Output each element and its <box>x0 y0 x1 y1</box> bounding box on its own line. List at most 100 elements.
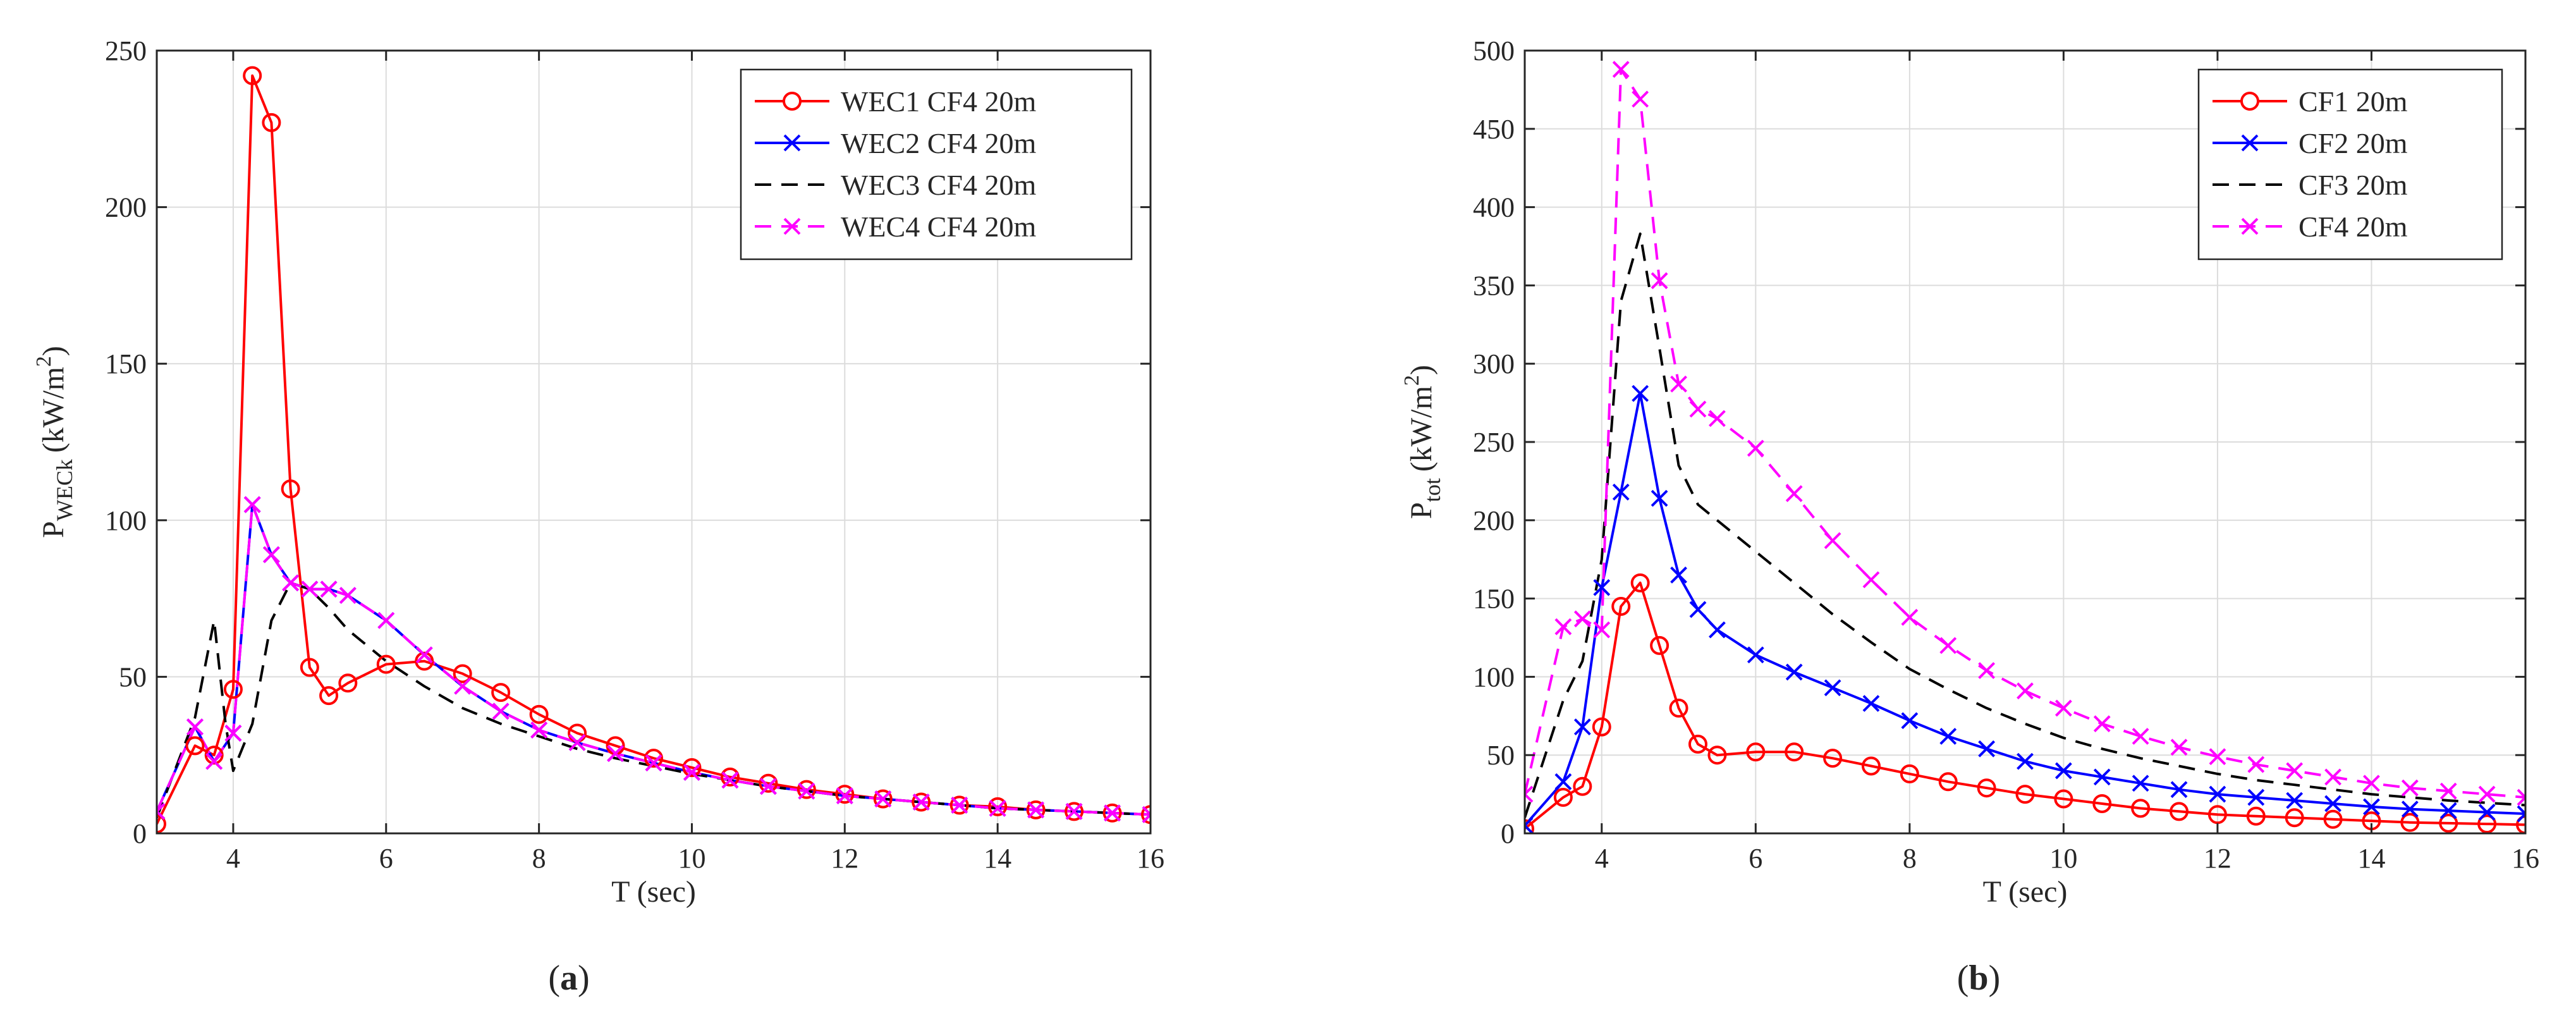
data-point <box>1669 698 1688 718</box>
x-tick-label: 6 <box>379 843 393 874</box>
legend-label: WEC3 CF4 20m <box>841 169 1036 201</box>
data-point <box>1861 756 1881 776</box>
panel-label-close: ) <box>1989 959 2001 998</box>
x-tick-label: 4 <box>1595 843 1609 874</box>
panel-label-open: ( <box>1957 959 1969 998</box>
legend-label: CF4 20m <box>2298 211 2408 243</box>
data-point <box>1707 745 1727 765</box>
series-line-3 <box>1525 232 2525 818</box>
y-axis-label-subscript: WECk <box>52 459 77 521</box>
data-point <box>2246 806 2266 826</box>
data-point <box>988 797 1008 816</box>
data-point <box>2286 762 2304 780</box>
data-point <box>205 752 223 770</box>
x-tick-label: 8 <box>532 843 546 874</box>
data-point <box>2477 814 2497 833</box>
legend-marker <box>783 134 801 152</box>
y-axis-label-unit: (kW/m <box>1405 386 1438 472</box>
y-axis-label-superscript: 2 <box>32 356 56 367</box>
x-axis-label: T (sec) <box>611 875 696 909</box>
data-point <box>300 658 319 677</box>
y-tick-label: 400 <box>1473 192 1515 223</box>
data-point <box>1630 573 1650 592</box>
legend-entry-1: CF1 20m <box>2213 85 2408 118</box>
data-point <box>1104 804 1121 822</box>
data-point <box>415 646 433 664</box>
data-point <box>529 704 549 724</box>
data-point <box>530 721 548 739</box>
panel-label-open: ( <box>548 959 560 998</box>
data-point <box>1747 439 1764 457</box>
legend-entry-1: WEC1 CF4 20m <box>755 85 1036 118</box>
y-axis-label-main: P <box>37 521 70 538</box>
data-point <box>1785 663 1803 681</box>
x-tick-label: 16 <box>1137 843 1164 874</box>
data-point <box>186 718 204 736</box>
data-point <box>185 736 205 756</box>
data-point <box>2401 800 2419 818</box>
data-point <box>797 780 816 799</box>
data-point <box>1977 778 1996 798</box>
data-point <box>1747 646 1764 664</box>
data-point <box>2093 768 2111 786</box>
panel-label: (b) <box>1957 959 2000 998</box>
data-point <box>2209 785 2226 803</box>
data-point <box>951 797 968 814</box>
data-point <box>2093 715 2111 733</box>
data-point <box>1688 734 1707 754</box>
data-point <box>2517 805 2525 823</box>
data-point <box>1746 742 1766 762</box>
data-point <box>1632 90 1649 108</box>
data-point <box>1650 635 1670 655</box>
data-point <box>682 758 702 778</box>
data-point <box>2015 785 2035 804</box>
data-point <box>453 664 472 684</box>
data-point <box>720 767 740 787</box>
panel-label-letter: a <box>560 959 578 998</box>
data-point <box>2286 792 2304 809</box>
legend-entry-2: CF2 20m <box>2213 127 2408 159</box>
data-point <box>2132 728 2149 745</box>
data-point <box>2209 748 2226 766</box>
y-tick-label: 0 <box>133 818 147 849</box>
legend-label: WEC4 CF4 20m <box>841 211 1036 243</box>
x-tick-label: 4 <box>226 843 240 874</box>
y-tick-label: 500 <box>1473 35 1515 66</box>
data-point <box>1978 662 1996 679</box>
data-point <box>1651 272 1668 290</box>
axes-box <box>156 49 1152 835</box>
data-point <box>1554 618 1572 635</box>
data-point <box>1102 803 1122 823</box>
legend-entry-3: CF3 20m <box>2213 169 2408 201</box>
data-point <box>607 745 624 763</box>
x-tick-label: 16 <box>2512 843 2539 874</box>
panel-label-close: ) <box>578 959 590 998</box>
series-layer <box>157 66 1151 833</box>
y-axis-label-unit: (kW/m <box>37 367 70 453</box>
data-point <box>1978 740 1996 757</box>
data-point <box>645 754 662 771</box>
data-point <box>2131 799 2151 818</box>
chart-panel-a: 4 6 8 10 12 14 16 0 50 100 150 200 250 T (sec) PWECk (k… <box>32 35 1164 998</box>
data-point <box>1592 717 1611 737</box>
data-point <box>2017 752 2034 770</box>
data-point <box>1525 785 1534 803</box>
y-axis-label-unit-close: ) <box>37 346 70 356</box>
data-point <box>1065 802 1083 820</box>
data-point <box>2017 682 2034 700</box>
data-point <box>1573 776 1592 796</box>
x-tick-label: 10 <box>678 843 705 874</box>
legend-label: CF3 20m <box>2298 169 2408 201</box>
data-point <box>2439 813 2458 833</box>
data-point <box>262 546 280 563</box>
data-point <box>644 749 663 768</box>
data-point <box>377 611 395 629</box>
data-point <box>2170 781 2188 799</box>
data-point <box>2170 739 2188 756</box>
data-point <box>157 814 166 833</box>
data-point <box>1689 400 1707 418</box>
data-point <box>1142 806 1151 823</box>
data-point <box>376 654 396 674</box>
data-point <box>1709 410 1726 427</box>
